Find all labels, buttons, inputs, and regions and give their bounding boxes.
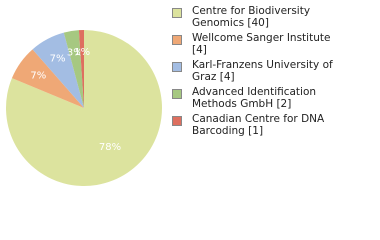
legend-swatch	[172, 89, 182, 99]
legend-item: Advanced Identification Methods GmbH [2]	[172, 86, 372, 110]
slice-label: 7%	[30, 70, 46, 81]
legend-label: Advanced Identification Methods GmbH [2]	[192, 86, 317, 110]
legend-item: Wellcome Sanger Institute [4]	[172, 32, 372, 56]
legend-swatch	[172, 116, 182, 126]
pie-slice	[32, 32, 84, 108]
legend-swatch	[172, 8, 182, 18]
legend-swatch	[172, 62, 182, 72]
pie-slice	[78, 30, 84, 108]
legend-label: Karl-Franzens University of Graz [4]	[192, 59, 333, 83]
legend-item: Centre for Biodiversity Genomics [40]	[172, 5, 372, 29]
legend-swatch	[172, 35, 182, 45]
legend-label: Canadian Centre for DNA Barcoding [1]	[192, 113, 325, 137]
slice-label: 3%	[67, 48, 83, 59]
slice-label: 7%	[50, 53, 66, 64]
legend-item: Canadian Centre for DNA Barcoding [1]	[172, 113, 372, 137]
legend-label: Wellcome Sanger Institute [4]	[192, 32, 331, 56]
slice-label: 1%	[74, 47, 90, 58]
legend-item: Karl-Franzens University of Graz [4]	[172, 59, 372, 83]
slice-label: 78%	[99, 142, 121, 153]
pie-slice	[11, 49, 85, 108]
legend-label: Centre for Biodiversity Genomics [40]	[192, 5, 311, 29]
legend: Centre for Biodiversity Genomics [40] Wel…	[172, 5, 372, 140]
pie-slice	[63, 30, 84, 108]
